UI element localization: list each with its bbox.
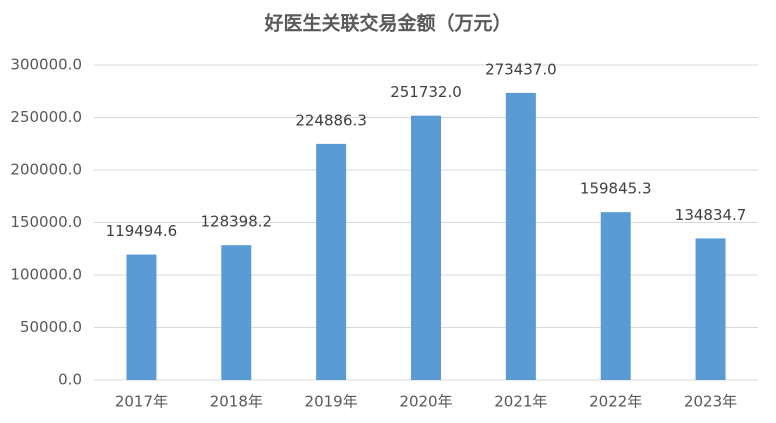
data-label: 119494.6	[106, 222, 178, 240]
x-tick-label: 2023年	[684, 393, 737, 411]
data-label: 273437.0	[485, 60, 557, 78]
x-tick-label: 2019年	[305, 393, 358, 411]
x-tick-label: 2018年	[210, 393, 263, 411]
data-label: 128398.2	[200, 213, 272, 231]
bar	[316, 143, 347, 380]
y-tick-label: 200000.0	[10, 161, 82, 179]
bar	[695, 238, 726, 380]
x-tick-label: 2021年	[494, 393, 547, 411]
data-label: 251732.0	[390, 83, 462, 101]
y-tick-label: 150000.0	[10, 213, 82, 231]
chart-title: 好医生关联交易金额（万元）	[263, 12, 511, 35]
bar	[126, 254, 157, 380]
data-label: 159845.3	[580, 180, 652, 198]
bar	[505, 92, 536, 381]
x-tick-label: 2020年	[399, 393, 452, 411]
y-tick-label: 100000.0	[10, 266, 82, 284]
x-tick-label: 2022年	[589, 393, 642, 411]
bar	[411, 115, 441, 380]
x-tick-label: 2017年	[115, 393, 168, 411]
y-tick-label: 300000.0	[10, 56, 82, 74]
data-label: 224886.3	[295, 111, 367, 129]
y-tick-label: 50000.0	[20, 318, 82, 336]
bar	[221, 245, 252, 380]
bar	[600, 212, 631, 380]
data-label: 134834.7	[675, 206, 747, 224]
y-tick-label: 250000.0	[10, 108, 82, 126]
y-tick-label: 0.0	[58, 371, 82, 389]
